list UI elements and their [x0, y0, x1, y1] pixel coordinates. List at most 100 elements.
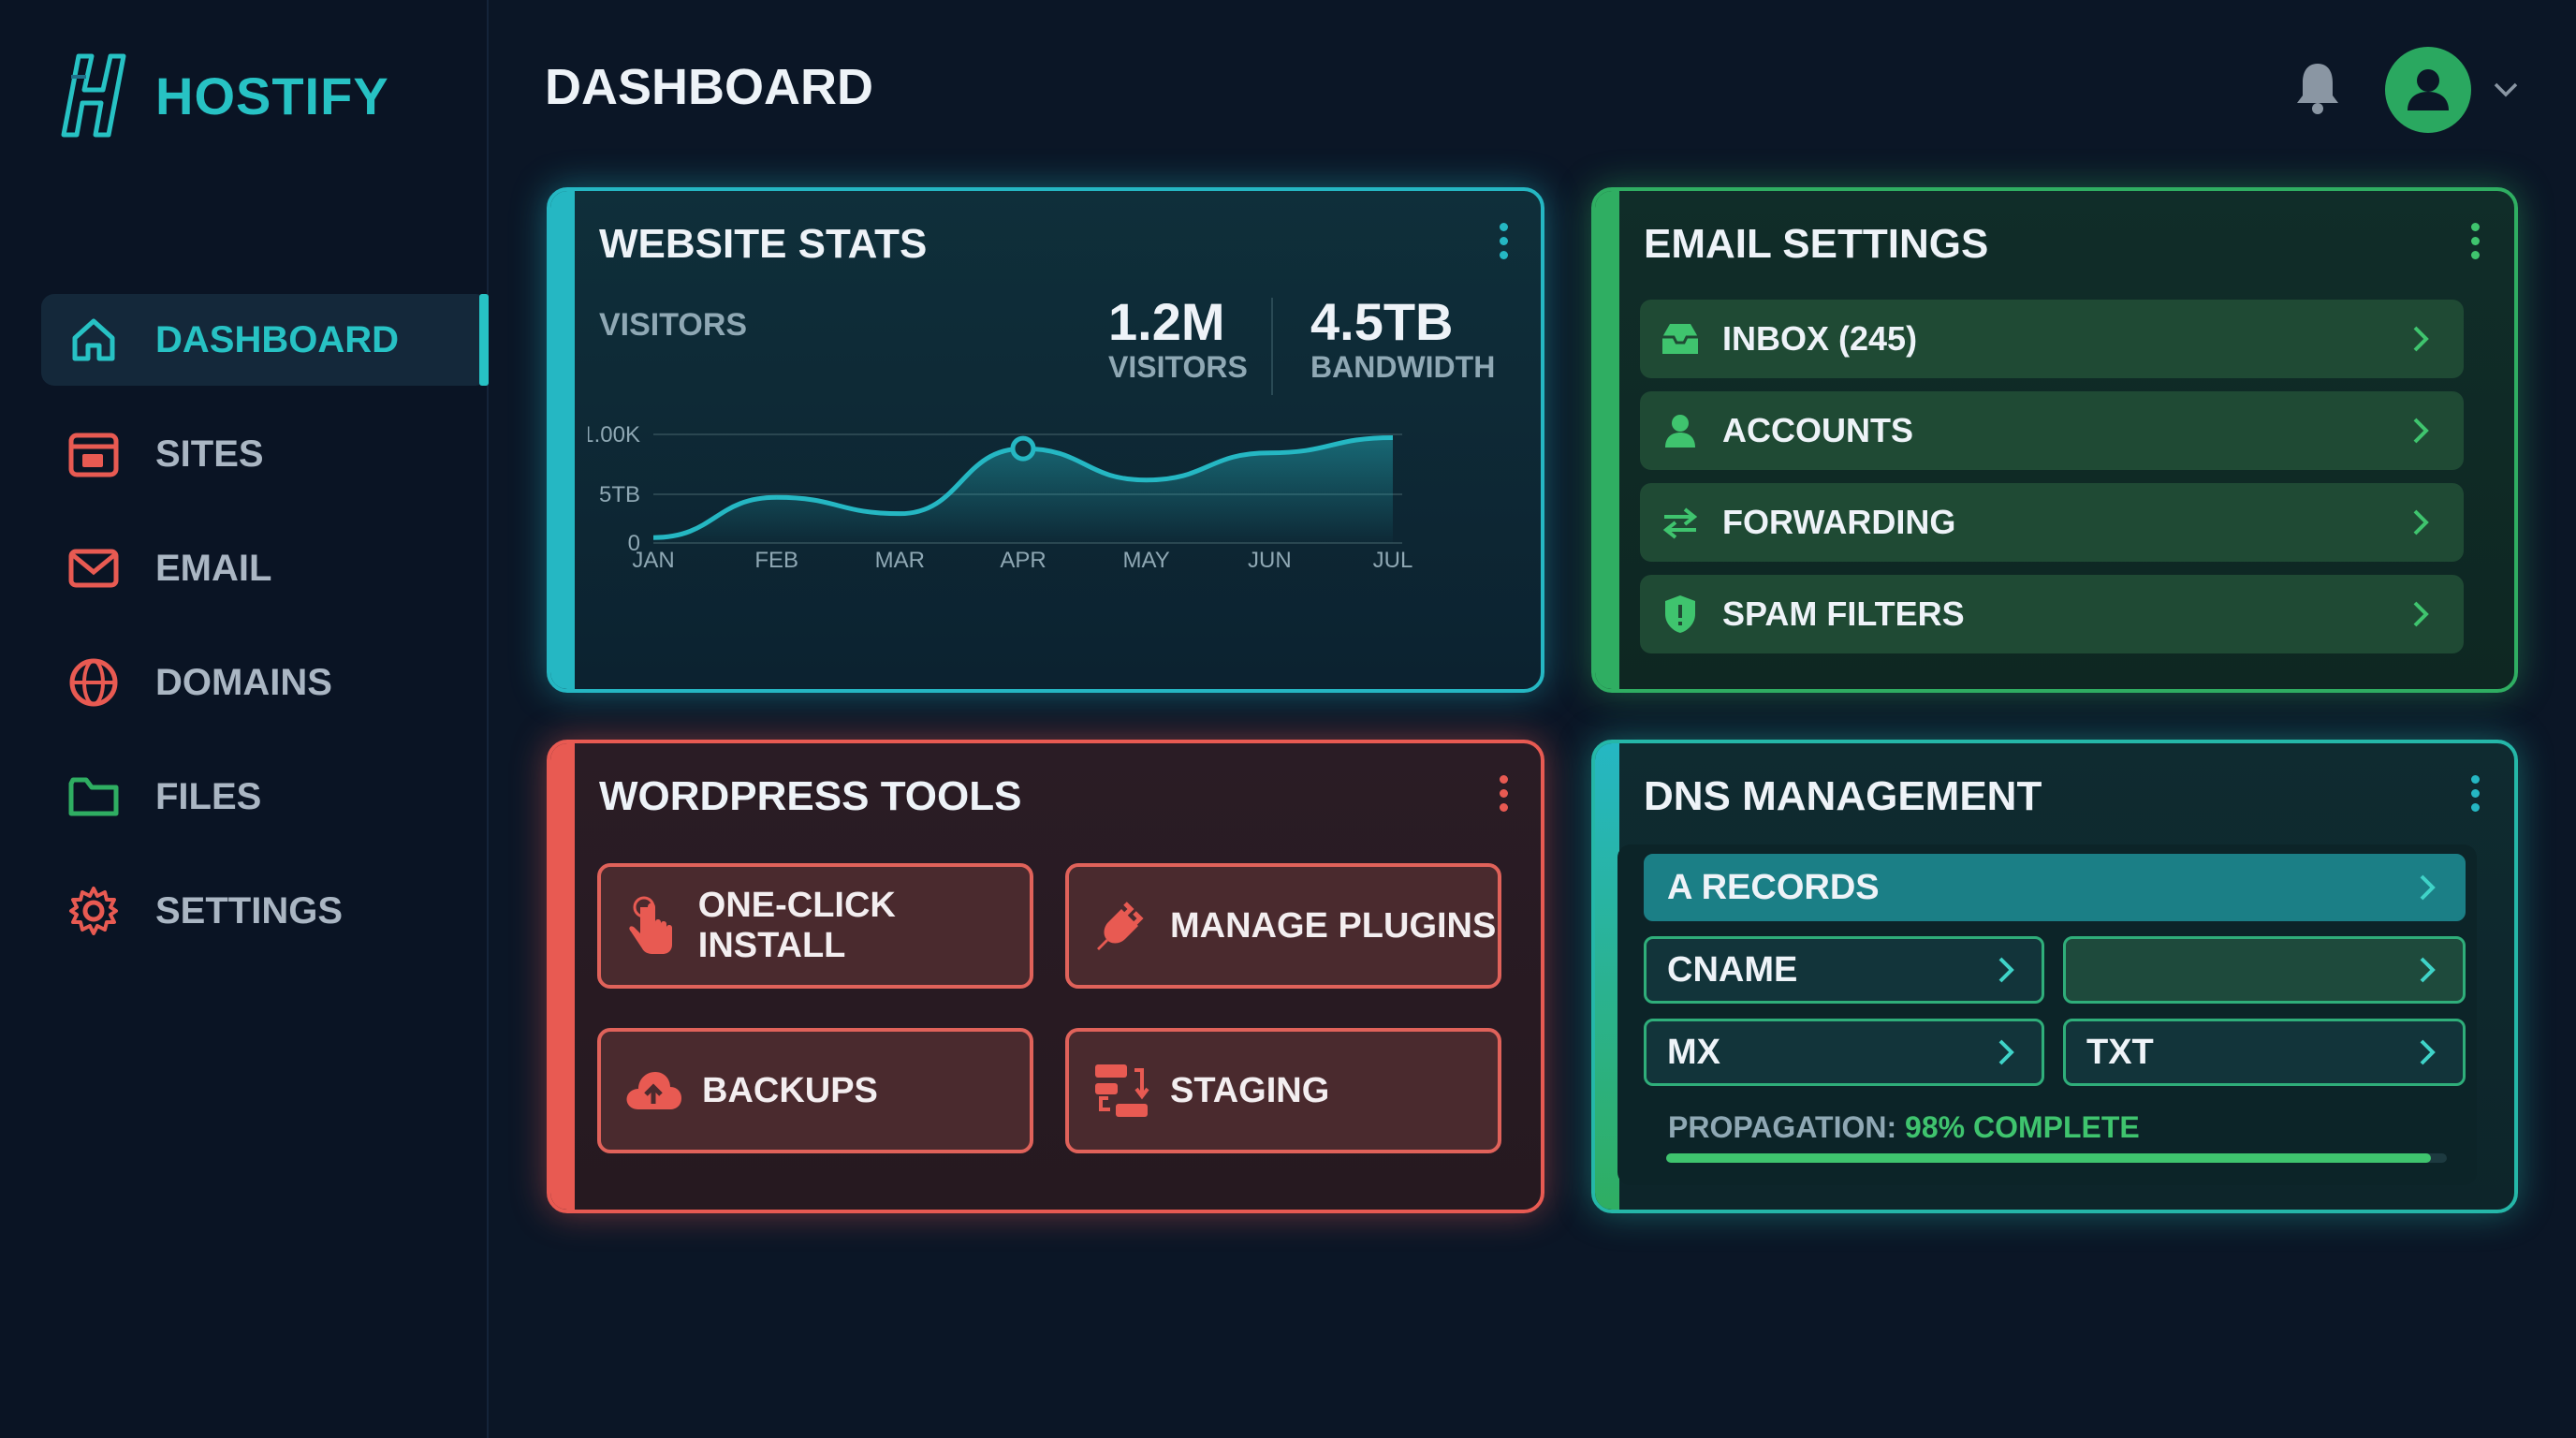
button-label: MX — [1667, 1032, 1720, 1072]
logo-icon — [61, 53, 126, 138]
cloud-upload-icon — [623, 1061, 683, 1121]
shield-alert-icon — [1659, 593, 1702, 636]
user-icon — [1659, 409, 1702, 452]
x-tick-label: JAN — [632, 548, 674, 573]
sidebar-item-domains[interactable]: DOMAINS — [41, 637, 489, 728]
plug-icon — [1091, 896, 1151, 956]
button-label: A RECORDS — [1667, 867, 1880, 907]
sidebar-item-sites[interactable]: SITES — [41, 408, 489, 500]
email-row-spam-filters[interactable]: SPAM FILTERS — [1640, 575, 2464, 653]
propagation-label: PROPAGATION: — [1668, 1110, 1897, 1144]
bandwidth-caption: BANDWIDTH — [1310, 350, 1496, 384]
visitors-value: 1.2M — [1108, 292, 1225, 351]
card-accent — [1595, 191, 1619, 689]
email-row-inbox[interactable]: INBOX (245) — [1640, 300, 2464, 378]
button-label: BACKUPS — [702, 1070, 878, 1110]
card-accent — [1595, 743, 1619, 1210]
button-label: STAGING — [1170, 1070, 1330, 1110]
visitors-stat: 1.2M VISITORS — [1108, 294, 1248, 385]
chevron-right-icon — [2413, 509, 2429, 536]
avatar[interactable] — [2385, 47, 2471, 133]
website-stats-card: WEBSITE STATS VISITORS 1.2M VISITORS 4.5… — [547, 187, 1544, 693]
visitors-caption: VISITORS — [1108, 350, 1248, 384]
wordpress-tools-card: WORDPRESS TOOLS ONE-CLICK INSTALL MANAGE… — [547, 740, 1544, 1213]
staging-button[interactable]: STAGING — [1065, 1028, 1501, 1153]
chevron-right-icon — [2413, 418, 2429, 444]
sidebar: HOSTIFY DASHBOARD SITES EMAIL DOMAINS FI… — [0, 0, 489, 1438]
card-title: WEBSITE STATS — [599, 221, 928, 267]
sidebar-item-label: SETTINGS — [155, 889, 344, 932]
email-row-label: INBOX (245) — [1722, 319, 1918, 358]
sidebar-item-dashboard[interactable]: DASHBOARD — [41, 294, 489, 386]
inbox-icon — [1659, 317, 1702, 360]
chevron-down-icon[interactable] — [2492, 75, 2520, 103]
sidebar-item-label: EMAIL — [155, 547, 272, 589]
x-tick-label: JUL — [1373, 548, 1413, 573]
bandwidth-stat: 4.5TB BANDWIDTH — [1310, 294, 1495, 385]
servers-sync-icon — [1091, 1061, 1151, 1121]
sidebar-item-label: FILES — [155, 775, 262, 817]
bell-icon[interactable] — [2293, 60, 2342, 116]
card-accent — [550, 191, 575, 689]
envelope-icon — [66, 540, 122, 596]
chevron-right-icon — [2413, 601, 2429, 627]
more-options-icon[interactable] — [2467, 223, 2482, 268]
sidebar-item-files[interactable]: FILES — [41, 751, 489, 843]
sidebar-item-label: DASHBOARD — [155, 318, 399, 360]
home-icon — [66, 312, 122, 368]
user-icon — [2408, 69, 2449, 110]
email-row-label: SPAM FILTERS — [1722, 594, 1965, 633]
chevron-right-icon — [2420, 1039, 2436, 1065]
propagation-progress-fill — [1666, 1153, 2432, 1163]
series-label: VISITORS — [599, 307, 748, 343]
y-tick-label: 5TB — [599, 482, 640, 507]
x-tick-label: JUN — [1248, 548, 1292, 573]
tap-hand-icon — [623, 896, 680, 956]
logo[interactable]: HOSTIFY — [58, 49, 389, 142]
y-tick-label: 0 — [628, 531, 640, 556]
mx-button[interactable]: MX — [1644, 1019, 2044, 1086]
backups-button[interactable]: BACKUPS — [597, 1028, 1033, 1153]
x-tick-label: APR — [1000, 548, 1046, 573]
page-title: DASHBOARD — [545, 59, 873, 115]
manage-plugins-button[interactable]: MANAGE PLUGINS — [1065, 863, 1501, 989]
button-label: TXT — [2086, 1032, 2154, 1072]
txt-button[interactable]: TXT — [2063, 1019, 2466, 1086]
x-tick-label: MAR — [875, 548, 925, 573]
email-row-label: ACCOUNTS — [1722, 411, 1913, 449]
arrows-swap-icon — [1659, 501, 1702, 544]
sidebar-item-email[interactable]: EMAIL — [41, 522, 489, 614]
folder-icon — [66, 769, 122, 825]
globe-icon — [66, 654, 122, 711]
card-title: DNS MANAGEMENT — [1644, 773, 2042, 819]
email-settings-card: EMAIL SETTINGS INBOX (245) ACCOUNTS FORW… — [1591, 187, 2518, 693]
chevron-right-icon — [1998, 957, 2014, 983]
propagation-value: 98% COMPLETE — [1905, 1110, 2140, 1144]
more-options-icon[interactable] — [1496, 775, 1511, 820]
area-fill — [653, 437, 1393, 543]
card-title: EMAIL SETTINGS — [1644, 221, 1989, 267]
sidebar-item-label: DOMAINS — [155, 661, 332, 703]
email-row-forwarding[interactable]: FORWARDING — [1640, 483, 2464, 562]
sidebar-item-settings[interactable]: SETTINGS — [41, 865, 489, 957]
chevron-right-icon — [2420, 957, 2436, 983]
email-row-accounts[interactable]: ACCOUNTS — [1640, 391, 2464, 470]
more-options-icon[interactable] — [2467, 775, 2482, 820]
one-click-install-button[interactable]: ONE-CLICK INSTALL — [597, 863, 1033, 989]
more-options-icon[interactable] — [1496, 223, 1511, 268]
sidebar-item-label: SITES — [155, 433, 264, 475]
chevron-right-icon — [2420, 874, 2436, 901]
chevron-right-icon — [1998, 1039, 2014, 1065]
button-label: MANAGE PLUGINS — [1170, 905, 1497, 946]
x-tick-label: FEB — [754, 548, 798, 573]
bandwidth-value: 4.5TB — [1310, 292, 1454, 351]
button-label: ONE-CLICK INSTALL — [697, 886, 896, 965]
a-records-button[interactable]: A RECORDS — [1644, 854, 2466, 921]
dns-management-card: DNS MANAGEMENT A RECORDS CNAME MX TXT PR… — [1591, 740, 2518, 1213]
cname-button[interactable]: CNAME — [1644, 936, 2044, 1004]
data-point — [1010, 435, 1036, 462]
card-title: WORDPRESS TOOLS — [599, 773, 1022, 819]
unlabeled-record-button[interactable] — [2063, 936, 2466, 1004]
email-row-label: FORWARDING — [1722, 503, 1956, 541]
propagation-status: PROPAGATION: 98% COMPLETE — [1668, 1110, 2140, 1145]
